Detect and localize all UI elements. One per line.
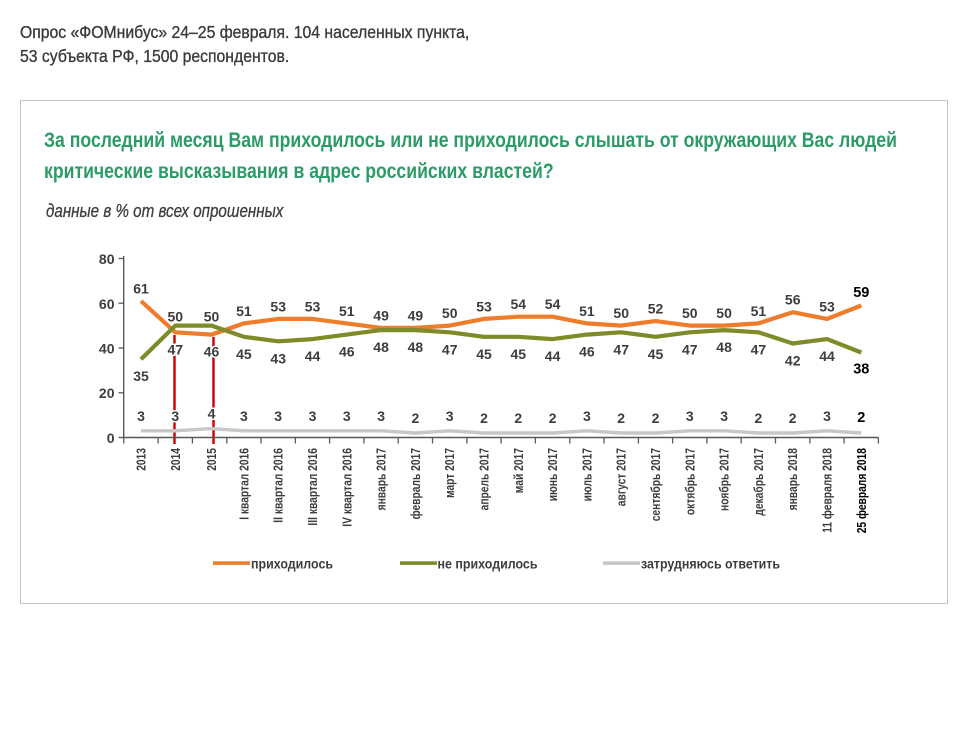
svg-text:январь 2017: январь 2017 [374, 448, 389, 510]
svg-text:43: 43 [270, 350, 286, 366]
svg-text:IV квартал 2016: IV квартал 2016 [339, 448, 354, 527]
svg-text:приходилось: приходилось [251, 556, 333, 572]
svg-text:50: 50 [204, 309, 220, 325]
svg-text:50: 50 [716, 305, 732, 321]
svg-text:52: 52 [648, 301, 664, 317]
svg-text:50: 50 [682, 305, 698, 321]
svg-text:47: 47 [751, 341, 767, 357]
svg-text:2014: 2014 [168, 447, 183, 470]
svg-text:II квартал 2016: II квартал 2016 [271, 448, 286, 523]
svg-text:20: 20 [99, 385, 115, 401]
svg-text:47: 47 [682, 341, 698, 357]
svg-text:47: 47 [168, 341, 184, 357]
svg-text:февраль 2017: февраль 2017 [408, 448, 423, 519]
svg-text:ноябрь 2017: ноябрь 2017 [717, 448, 732, 511]
svg-text:2: 2 [514, 410, 522, 426]
svg-text:3: 3 [583, 408, 591, 424]
svg-text:3: 3 [137, 408, 145, 424]
svg-text:50: 50 [442, 305, 458, 321]
svg-text:42: 42 [785, 353, 801, 369]
svg-text:апрель 2017: апрель 2017 [477, 448, 492, 510]
svg-text:44: 44 [545, 348, 561, 364]
svg-text:июнь 2017: июнь 2017 [545, 448, 560, 501]
svg-text:август 2017: август 2017 [614, 448, 629, 506]
svg-text:46: 46 [339, 344, 355, 360]
svg-text:3: 3 [720, 408, 728, 424]
svg-text:59: 59 [853, 285, 869, 301]
svg-text:3: 3 [686, 408, 694, 424]
svg-text:3: 3 [274, 408, 282, 424]
svg-text:не приходилось: не приходилось [438, 556, 538, 572]
svg-text:49: 49 [408, 307, 424, 323]
svg-text:I квартал 2016: I квартал 2016 [236, 448, 251, 520]
svg-text:октябрь 2017: октябрь 2017 [682, 448, 697, 515]
svg-text:4: 4 [208, 406, 216, 422]
svg-text:45: 45 [476, 346, 492, 362]
svg-text:2: 2 [857, 410, 865, 426]
svg-text:0: 0 [107, 430, 115, 446]
svg-text:51: 51 [751, 303, 767, 319]
svg-text:48: 48 [408, 339, 424, 355]
svg-text:январь 2018: январь 2018 [785, 448, 800, 510]
svg-text:48: 48 [373, 339, 389, 355]
svg-text:2: 2 [549, 410, 557, 426]
svg-text:март 2017: март 2017 [442, 448, 457, 498]
svg-text:49: 49 [373, 307, 389, 323]
svg-text:2: 2 [480, 410, 488, 426]
svg-text:40: 40 [99, 341, 115, 357]
svg-text:III квартал 2016: III квартал 2016 [305, 448, 320, 526]
svg-text:3: 3 [823, 408, 831, 424]
svg-text:47: 47 [442, 341, 458, 357]
svg-text:2: 2 [755, 410, 763, 426]
svg-text:45: 45 [511, 346, 527, 362]
svg-text:50: 50 [613, 305, 629, 321]
svg-text:3: 3 [343, 408, 351, 424]
svg-text:3: 3 [171, 408, 179, 424]
svg-text:53: 53 [476, 298, 492, 314]
svg-text:53: 53 [270, 298, 286, 314]
svg-text:3: 3 [240, 408, 248, 424]
svg-text:2: 2 [617, 410, 625, 426]
svg-text:60: 60 [99, 296, 115, 312]
svg-text:50: 50 [168, 309, 184, 325]
svg-text:51: 51 [236, 303, 252, 319]
svg-text:45: 45 [648, 346, 664, 362]
svg-text:80: 80 [99, 251, 115, 267]
svg-text:2: 2 [412, 410, 420, 426]
svg-text:25 февраля 2018: 25 февраля 2018 [854, 448, 869, 533]
svg-text:сентябрь 2017: сентябрь 2017 [648, 448, 663, 521]
svg-text:61: 61 [133, 281, 149, 297]
svg-text:51: 51 [339, 303, 355, 319]
svg-text:35: 35 [133, 368, 149, 384]
svg-text:3: 3 [377, 408, 385, 424]
svg-text:46: 46 [204, 344, 220, 360]
svg-text:2: 2 [789, 410, 797, 426]
svg-text:3: 3 [309, 408, 317, 424]
svg-text:затрудняюсь ответить: затрудняюсь ответить [641, 556, 780, 572]
svg-text:54: 54 [545, 296, 561, 312]
svg-text:2: 2 [652, 410, 660, 426]
svg-text:38: 38 [853, 362, 869, 378]
svg-text:48: 48 [716, 339, 732, 355]
svg-text:53: 53 [819, 298, 835, 314]
svg-text:44: 44 [305, 348, 321, 364]
svg-text:декабрь 2017: декабрь 2017 [751, 448, 766, 516]
svg-text:45: 45 [236, 346, 252, 362]
svg-text:51: 51 [579, 303, 595, 319]
svg-text:56: 56 [785, 292, 801, 308]
svg-text:май 2017: май 2017 [511, 448, 526, 493]
svg-text:46: 46 [579, 344, 595, 360]
svg-text:44: 44 [819, 348, 835, 364]
svg-text:54: 54 [511, 296, 527, 312]
svg-text:2013: 2013 [134, 448, 149, 471]
svg-text:2015: 2015 [204, 448, 219, 471]
svg-text:3: 3 [446, 408, 454, 424]
svg-text:47: 47 [613, 341, 629, 357]
svg-text:11 февраля 2018: 11 февраля 2018 [820, 448, 835, 533]
svg-text:53: 53 [305, 298, 321, 314]
svg-text:июль 2017: июль 2017 [579, 448, 594, 501]
